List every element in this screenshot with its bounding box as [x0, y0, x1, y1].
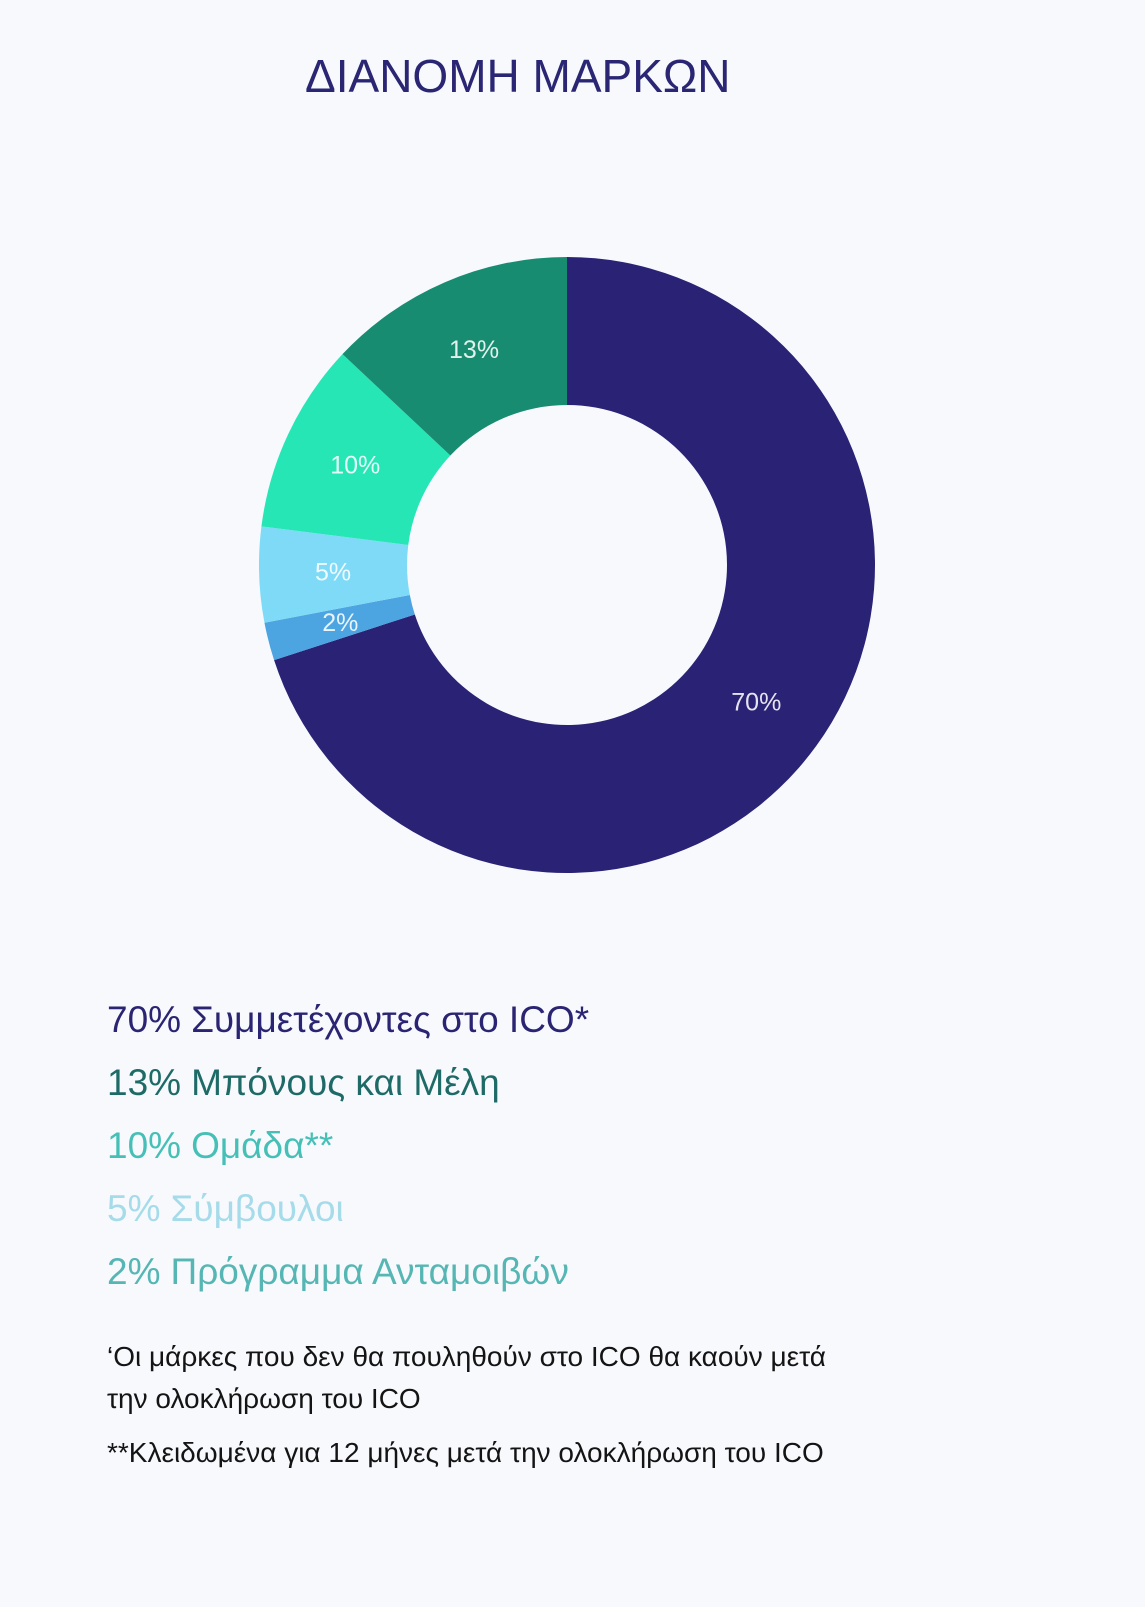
slice-rewards-program: [264, 594, 415, 661]
legend-label: Σύμβουλοι: [170, 1188, 344, 1229]
chart-legend: 70% Συμμετέχοντες στο ICO* 13% Μπόνους και…: [107, 988, 589, 1303]
legend-value: 2%: [107, 1251, 161, 1292]
legend-label: Συμμετέχοντες στο ICO*: [191, 999, 590, 1040]
legend-value: 10%: [107, 1125, 182, 1166]
footnote-team-lockup: **Κλειδωμένα για 12 μήνες μετά την ολοκλ…: [107, 1437, 824, 1468]
legend-label: Μπόνους και Μέλη: [191, 1062, 500, 1103]
slice-team: [261, 354, 451, 545]
legend-label: Πρόγραμμα Ανταμοιβών: [170, 1251, 569, 1292]
slice-label-ico-participants: 70%: [731, 689, 781, 717]
slice-label-team: 10%: [330, 451, 380, 479]
slice-advisors: [259, 526, 410, 623]
legend-item-team: 10% Ομάδα**: [107, 1114, 589, 1177]
legend-value: 13%: [107, 1062, 182, 1103]
legend-item-bonus-members: 13% Μπόνους και Μέλη: [107, 1051, 589, 1114]
slice-ico-participants: [274, 257, 875, 873]
slice-label-bonus-members: 13%: [449, 336, 499, 364]
chart-title: ΔΙΑΝΟΜΗ ΜΑΡΚΩΝ: [305, 50, 731, 102]
footnote-unsold-tokens-line-2: την ολοκλήρωση του ICO: [107, 1383, 421, 1414]
slice-bonus-members: [342, 257, 567, 456]
legend-label: Ομάδα**: [191, 1125, 334, 1166]
legend-item-rewards-program: 2% Πρόγραμμα Ανταμοιβών: [107, 1240, 589, 1303]
legend-item-ico-participants: 70% Συμμετέχοντες στο ICO*: [107, 988, 589, 1051]
legend-value: 70%: [107, 999, 182, 1040]
slice-label-advisors: 5%: [315, 558, 351, 586]
slice-label-rewards-program: 2%: [322, 609, 358, 637]
footnote-unsold-tokens-line-1: ‘Οι μάρκες που δεν θα πουληθούν στο ICO …: [107, 1341, 826, 1372]
donut-chart: 70% 2% 5% 10% 13%: [259, 257, 875, 873]
legend-value: 5%: [107, 1188, 161, 1229]
footnotes: ‘Οι μάρκες που δεν θα πουληθούν στο ICO …: [107, 1336, 826, 1474]
legend-item-advisors: 5% Σύμβουλοι: [107, 1177, 589, 1240]
